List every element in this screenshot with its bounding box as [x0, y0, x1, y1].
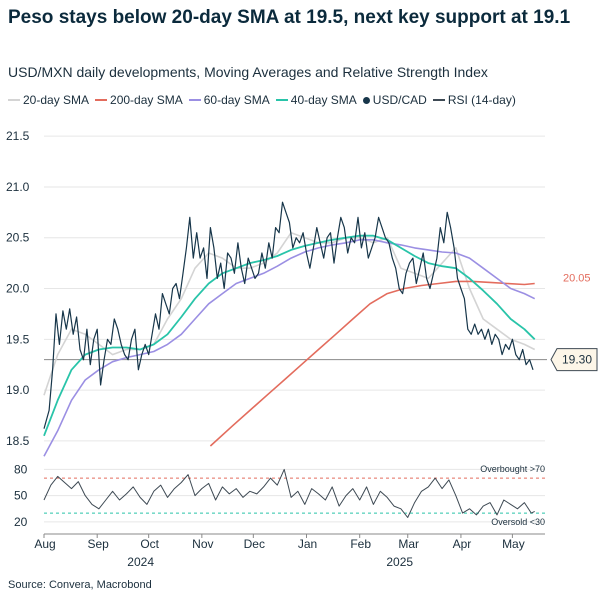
legend-label-sma60: 60-day SMA: [203, 93, 270, 107]
main-gridlines: 18.5 19.0 19.5 20.0 20.5 21.0 21.5: [6, 129, 545, 448]
legend-item-sma60: 60-day SMA: [188, 93, 270, 107]
legend-label-rsi: RSI (14-day): [447, 93, 516, 107]
source-note: Source: Convera, Macrobond: [8, 579, 152, 591]
series-line-20-day-sma: [43, 231, 536, 396]
x-tick-label: Mar: [398, 537, 419, 551]
legend-swatch-rsi: [432, 99, 445, 101]
legend-label-sma20: 20-day SMA: [23, 93, 90, 107]
last-price-callout-box: [550, 348, 598, 372]
y-tick-label: 18.5: [6, 434, 30, 448]
legend-swatch-sma40: [275, 99, 288, 101]
rsi-tick-label: 20: [14, 515, 28, 529]
last-price-callout-label: 19.30: [562, 353, 592, 367]
legend-item-sma200: 200-day SMA: [95, 93, 183, 107]
legend-item-sma40: 40-day SMA: [275, 93, 357, 107]
labels-layer: Aug Sep Oct Nov Dec Jan Feb Mar Apr May 2024 2025 20…: [34, 272, 598, 569]
legend: 20-day SMA 200-day SMA 60-day SMA 40-day…: [8, 93, 522, 107]
y-tick-label: 19.5: [6, 332, 30, 346]
series-line-rsi-14-day-: [43, 468, 535, 518]
legend-label-sma200: 200-day SMA: [110, 93, 183, 107]
legend-item-sma20: 20-day SMA: [8, 93, 89, 107]
y-tick-label: 19.0: [6, 383, 30, 397]
x-tick-label: Aug: [34, 537, 55, 551]
x-tick-label: Jan: [298, 537, 317, 551]
legend-item-rsi: RSI (14-day): [432, 93, 516, 107]
y-tick-label: 21.5: [6, 129, 30, 143]
x-tick-label: Dec: [244, 537, 265, 551]
oversold-label: Oversold <30: [491, 517, 545, 527]
overbought-label: Overbought >70: [480, 464, 545, 474]
legend-dot-price: [362, 96, 370, 104]
x-tick-label: Apr: [453, 537, 472, 551]
legend-swatch-sma60: [188, 99, 201, 101]
rsi-tick-label: 50: [14, 489, 28, 503]
legend-swatch-sma200: [95, 99, 108, 101]
x-tick-label: Feb: [350, 537, 371, 551]
series-line-usd-cad: [43, 201, 534, 429]
x-tick-label: Nov: [192, 537, 213, 551]
chart-title: Peso stays below 20-day SMA at 19.5, nex…: [8, 7, 571, 28]
legend-swatch-sma20: [8, 99, 20, 101]
chart-subtitle: USD/MXN daily developments, Moving Avera…: [8, 64, 488, 80]
sma200-callout-label: 20.05: [563, 272, 591, 284]
chart: 18.5 19.0 19.5 20.0 20.5 21.0 21.5 20 50 80 Overb…: [6, 129, 598, 569]
series-layer: [43, 201, 547, 518]
series-line-200-day-sma: [209, 280, 535, 447]
x-tick-label: May: [502, 537, 525, 551]
legend-label-sma40: 40-day SMA: [290, 93, 357, 107]
x-tick-label: Sep: [88, 537, 110, 551]
y-tick-label: 20.5: [6, 231, 30, 245]
y-tick-label: 20.0: [6, 282, 30, 296]
x-year-label: 2024: [127, 555, 154, 569]
x-tick-label: Oct: [140, 537, 159, 551]
y-tick-label: 21.0: [6, 180, 30, 194]
legend-label-price: USD/CAD: [372, 93, 427, 107]
x-year-label: 2025: [386, 555, 413, 569]
rsi-gridlines: 20 50 80 Overbought >70 Oversold <30: [14, 462, 545, 529]
rsi-tick-label: 80: [14, 462, 28, 476]
legend-item-price: USD/CAD: [362, 93, 427, 107]
